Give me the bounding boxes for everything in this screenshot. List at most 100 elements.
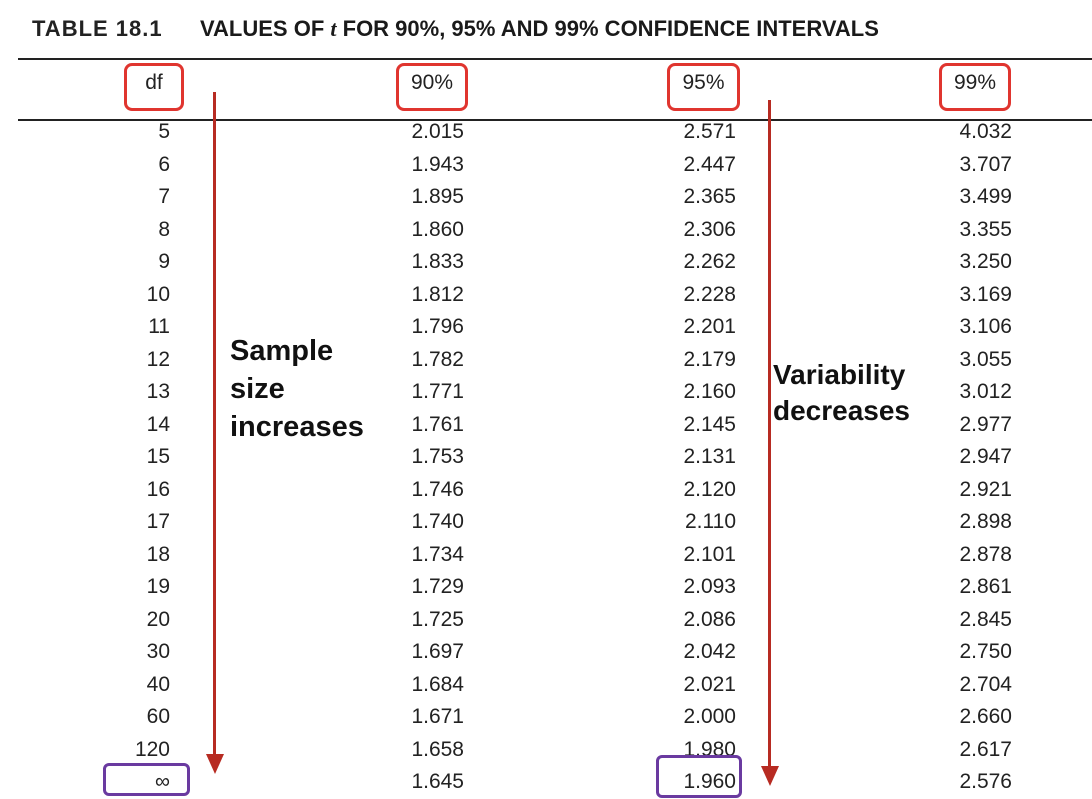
- table-title: VALUES OF t FOR 90%, 95% AND 99% CONFIDE…: [200, 16, 879, 42]
- header-rule: [18, 119, 1092, 121]
- ci-90-cell: 1.812: [411, 282, 464, 306]
- df-cell: 40: [146, 672, 170, 696]
- ci-99-cell: 3.499: [959, 185, 1012, 208]
- ci-90-cell: 1.833: [411, 250, 464, 273]
- ci-90-cell: 1.895: [411, 185, 464, 208]
- ci-99-cell: 2.845: [959, 607, 1012, 631]
- variability-annotation: Variability decreases: [773, 357, 910, 429]
- df-header-box: [124, 63, 184, 111]
- df-cell: 7: [158, 185, 170, 208]
- df-cell: 60: [146, 705, 170, 728]
- ci-95-cell: 2.201: [683, 315, 736, 338]
- ci-90-cell: 1.658: [411, 737, 464, 761]
- ci-90-cell: 1.671: [411, 705, 464, 728]
- ci-90-cell: 1.734: [411, 542, 464, 566]
- ci-99-cell: 2.898: [959, 510, 1012, 533]
- df-cell: 30: [146, 640, 170, 663]
- df-cell: 10: [146, 282, 170, 306]
- ci-95-cell: 2.179: [683, 347, 736, 371]
- ci-95-cell: 2.093: [683, 575, 736, 598]
- ci-95-cell: 2.306: [683, 217, 736, 241]
- ci-95-cell: 2.228: [683, 282, 736, 306]
- ci-90-cell: 1.860: [411, 217, 464, 241]
- df-cell: 8: [158, 217, 170, 241]
- ci-95-cell: 1.960: [683, 770, 736, 793]
- df-cell: 17: [146, 510, 170, 533]
- ci-95-cell: 2.110: [685, 510, 736, 533]
- ci-95-cell: 2.042: [683, 640, 736, 663]
- ci-99-cell: 3.707: [959, 152, 1012, 176]
- ci-90-cell: 1.761: [411, 412, 464, 436]
- ci-95-cell: 2.571: [683, 120, 736, 143]
- ci-95-cell: 2.262: [683, 250, 736, 273]
- ci-90-cell: 1.746: [411, 477, 464, 501]
- ci-90-cell: 1.725: [411, 607, 464, 631]
- ci-90-cell: 1.796: [411, 315, 464, 338]
- df-cell: 11: [148, 315, 170, 338]
- ci-90-cell: 1.782: [411, 347, 464, 371]
- top-rule: [18, 58, 1092, 60]
- ci-99-cell: 3.355: [959, 217, 1012, 241]
- ci-99-cell: 2.878: [959, 542, 1012, 566]
- ci-95-cell: 2.021: [683, 672, 736, 696]
- ci-90-cell: 1.729: [411, 575, 464, 598]
- ci-95-cell: 2.131: [683, 445, 736, 468]
- ci-99-cell: 2.750: [959, 640, 1012, 663]
- ci-99-cell: 2.704: [959, 672, 1012, 696]
- ci-99-cell: 3.055: [959, 347, 1012, 371]
- df-cell: 12: [146, 347, 170, 371]
- col-90-header-box: [396, 63, 468, 111]
- col-95-header-box: [667, 63, 740, 111]
- ci-99-cell: 2.977: [959, 412, 1012, 436]
- ci-99-cell: 3.250: [959, 250, 1012, 273]
- col-header-90: 90%: [410, 71, 454, 94]
- annotation-line: decreases: [773, 395, 911, 426]
- ci-90-cell: 1.740: [411, 510, 464, 533]
- df-cell: 5: [158, 120, 170, 143]
- ci-99-cell: 2.617: [959, 737, 1012, 761]
- ci-90-cell: 1.697: [411, 640, 464, 663]
- ci-99-cell: 3.106: [959, 315, 1012, 338]
- df-cell: 120: [134, 737, 170, 761]
- ci-90-cell: 1.943: [411, 152, 464, 176]
- ci-99-cell: 2.921: [959, 477, 1012, 501]
- df-cell: 16: [146, 477, 170, 501]
- ci-95-cell: 2.145: [683, 412, 736, 436]
- annotation-line: increases: [230, 411, 364, 443]
- ci-90-cell: 1.645: [411, 770, 464, 793]
- df-cell: 19: [146, 575, 170, 598]
- sample-size-annotation: Sample size increases: [230, 332, 364, 446]
- df-cell: 6: [158, 152, 170, 176]
- annotation-line: Sample: [230, 335, 334, 367]
- ci-95-cell: 2.447: [683, 152, 736, 176]
- ci-90-cell: 1.684: [411, 672, 464, 696]
- annotation-line: size: [230, 373, 285, 405]
- ci-95-cell: 1.980: [683, 737, 736, 761]
- ci-95-cell: 2.365: [683, 185, 736, 208]
- ci-90-cell: 2.015: [411, 120, 464, 143]
- ci-99-cell: 2.861: [959, 575, 1012, 598]
- ci-99-cell: 2.947: [959, 445, 1012, 468]
- table-title-symbol: t: [330, 16, 337, 41]
- ci-99-cell: 2.660: [959, 705, 1012, 728]
- df-cell: 13: [146, 380, 170, 403]
- df-cell: 14: [146, 412, 170, 436]
- variability-arrow-shaft: [768, 100, 771, 766]
- annotation-line: Variability: [773, 359, 906, 390]
- ci-95-cell: 2.086: [683, 607, 736, 631]
- df-cell: 20: [146, 607, 170, 631]
- ci-90-cell: 1.753: [411, 445, 464, 468]
- df-cell: 15: [146, 445, 170, 468]
- ci-95-cell: 2.120: [683, 477, 736, 501]
- df-cell: ∞: [155, 770, 170, 793]
- ci-99-cell: 2.576: [959, 770, 1012, 793]
- sample-size-arrow-head: [206, 754, 224, 774]
- table-title-suffix: FOR 90%, 95% AND 99% CONFIDENCE INTERVAL…: [336, 16, 879, 41]
- table-title-prefix: VALUES OF: [200, 16, 331, 41]
- df-cell: 9: [158, 250, 170, 273]
- ci-99-cell: 3.012: [959, 380, 1012, 403]
- ci-95-cell: 2.160: [683, 380, 736, 403]
- ci-95-cell: 2.101: [683, 542, 736, 566]
- ci-99-cell: 4.032: [959, 120, 1012, 143]
- col-99-header-box: [939, 63, 1011, 111]
